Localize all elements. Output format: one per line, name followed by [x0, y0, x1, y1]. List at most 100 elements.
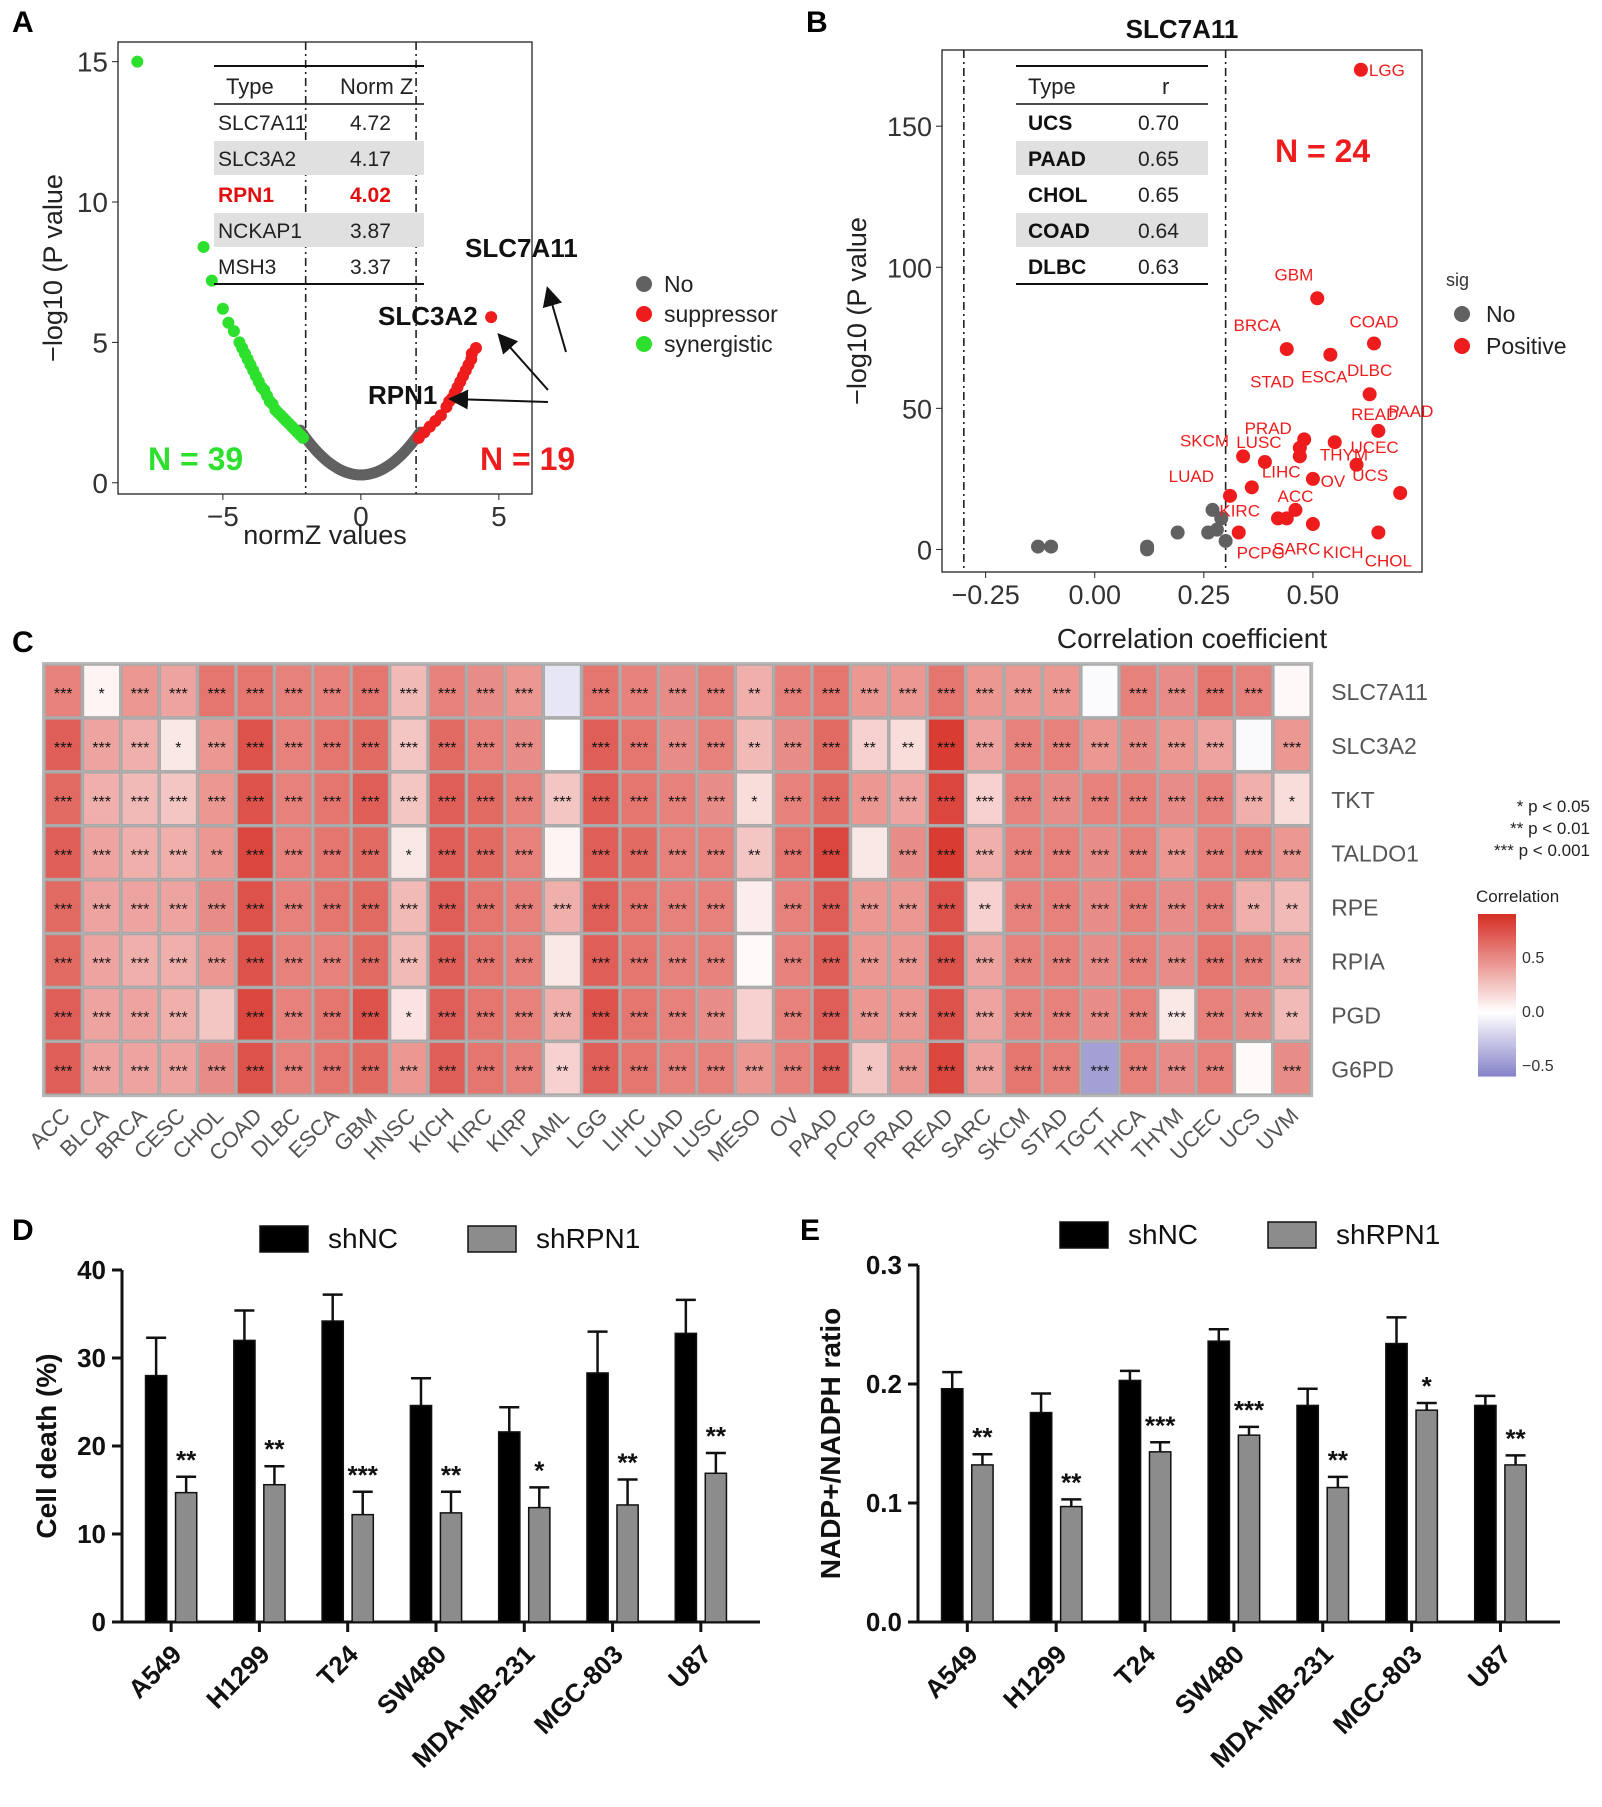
table-cell: COAD — [1028, 220, 1090, 243]
significance-stars: *** — [1206, 1063, 1225, 1080]
y-tick-label: 0 — [917, 535, 932, 565]
significance-stars: *** — [399, 686, 418, 703]
legend-swatch — [259, 1225, 309, 1253]
heatmap-cell — [889, 987, 927, 1042]
significance-stars: *** — [1014, 955, 1033, 972]
y-tick-label: 40 — [77, 1255, 106, 1285]
heatmap-cell — [121, 879, 159, 934]
significance-stars: *** — [899, 848, 918, 865]
positive-point — [1257, 454, 1272, 469]
heatmap-cell — [850, 933, 889, 988]
significance-stars: *** — [1129, 955, 1148, 972]
heatmap-cell — [505, 987, 543, 1042]
annotation-label: SLC3A2 — [378, 301, 478, 331]
x-tick-label: 0.50 — [1287, 580, 1340, 610]
heatmap-cell — [1042, 1041, 1081, 1095]
panel-label-e: E — [800, 1214, 820, 1247]
heatmap-cell — [850, 1041, 889, 1095]
no-point — [1044, 539, 1059, 554]
significance-stars: *** — [591, 794, 610, 811]
heatmap-cell — [274, 718, 313, 772]
x-tick-label: SW480 — [371, 1639, 453, 1721]
heatmap-cell — [812, 933, 851, 988]
significance-stars: *** — [899, 902, 918, 919]
heatmap-cell — [1157, 825, 1196, 880]
x-tick-label: 5 — [491, 501, 507, 532]
synergistic-point — [227, 325, 240, 338]
colorbar-segment — [1478, 941, 1516, 945]
colorbar-segment — [1478, 1070, 1516, 1074]
significance-stars: *** — [246, 1009, 265, 1026]
heatmap-cell — [1157, 772, 1196, 826]
significance-stars: *** — [668, 794, 687, 811]
significance-stars: *** — [92, 1063, 111, 1080]
heatmap-cell — [543, 933, 582, 988]
significance-stars: *** — [668, 740, 687, 757]
heatmap-cell — [428, 825, 467, 880]
significance-stars: *** — [207, 902, 226, 919]
heatmap-cell — [1157, 987, 1196, 1042]
heatmap-cell — [82, 987, 121, 1042]
significance-stars: *** — [515, 848, 534, 865]
heatmap-cell — [505, 1041, 543, 1095]
heatmap-cell — [735, 879, 774, 934]
heatmap-cell — [351, 1041, 390, 1095]
significance-stars: *** — [1091, 955, 1110, 972]
heatmap-cell — [428, 772, 467, 826]
significance-stars: *** — [399, 794, 418, 811]
heatmap-cell — [620, 987, 659, 1042]
heatmap-cell — [82, 664, 121, 718]
heatmap-cell — [82, 1041, 121, 1095]
heatmap-cell — [313, 879, 351, 934]
legend-swatch — [636, 336, 652, 352]
significance-stars: *** — [1014, 794, 1033, 811]
heatmap-cell — [620, 825, 659, 880]
significance-stars: *** — [1244, 955, 1263, 972]
heatmap-cell — [121, 1041, 159, 1095]
legend-label: shNC — [1128, 1219, 1198, 1250]
bar-shRPN1 — [263, 1483, 286, 1623]
significance-stars: *** — [438, 848, 457, 865]
heatmap-cell — [1234, 825, 1273, 880]
significance-stars: *** — [1052, 955, 1071, 972]
significance-stars: *** — [54, 740, 73, 757]
significance-stars: *** — [975, 1009, 994, 1026]
significance-stars: *** — [476, 848, 495, 865]
significance-stars: *** — [399, 955, 418, 972]
significance-stars: *** — [1206, 1009, 1225, 1026]
significance-stars: *** — [1129, 902, 1148, 919]
heatmap-cell — [658, 879, 697, 934]
heatmap-cell — [466, 1041, 505, 1095]
heatmap-cell — [927, 879, 966, 934]
heatmap-cell — [927, 718, 966, 772]
heatmap-cell — [620, 1041, 659, 1095]
significance-stars: *** — [1244, 848, 1263, 865]
colorbar-segment — [1478, 1003, 1516, 1007]
heatmap-cell — [658, 1041, 697, 1095]
heatmap-cell — [927, 987, 966, 1042]
point-label: STAD — [1250, 372, 1294, 391]
colorbar-segment — [1478, 1043, 1516, 1047]
significance-stars: *** — [668, 1009, 687, 1026]
y-tick-label: 10 — [77, 1519, 106, 1549]
positive-point — [1327, 435, 1342, 450]
colorbar-segment — [1478, 1059, 1516, 1064]
heatmap-cell — [466, 933, 505, 988]
heatmap-cell — [505, 933, 543, 988]
heatmap-cell — [313, 1041, 351, 1095]
significance-stars: *** — [361, 740, 380, 757]
significance-stars: *** — [515, 740, 534, 757]
panel-label-d: D — [12, 1214, 34, 1247]
heatmap-cell — [351, 933, 390, 988]
x-tick-label: H1299 — [997, 1639, 1072, 1714]
significance-stars: *** — [169, 1009, 188, 1026]
colorbar-segment — [1478, 997, 1516, 1001]
positive-point — [1223, 488, 1237, 503]
significance-stars: *** — [1129, 686, 1148, 703]
significance-label: ** — [706, 1421, 727, 1451]
colorbar-segment — [1478, 927, 1516, 931]
heatmap-cell — [82, 879, 121, 934]
significance-stars: *** — [169, 794, 188, 811]
significance-stars: *** — [476, 686, 495, 703]
